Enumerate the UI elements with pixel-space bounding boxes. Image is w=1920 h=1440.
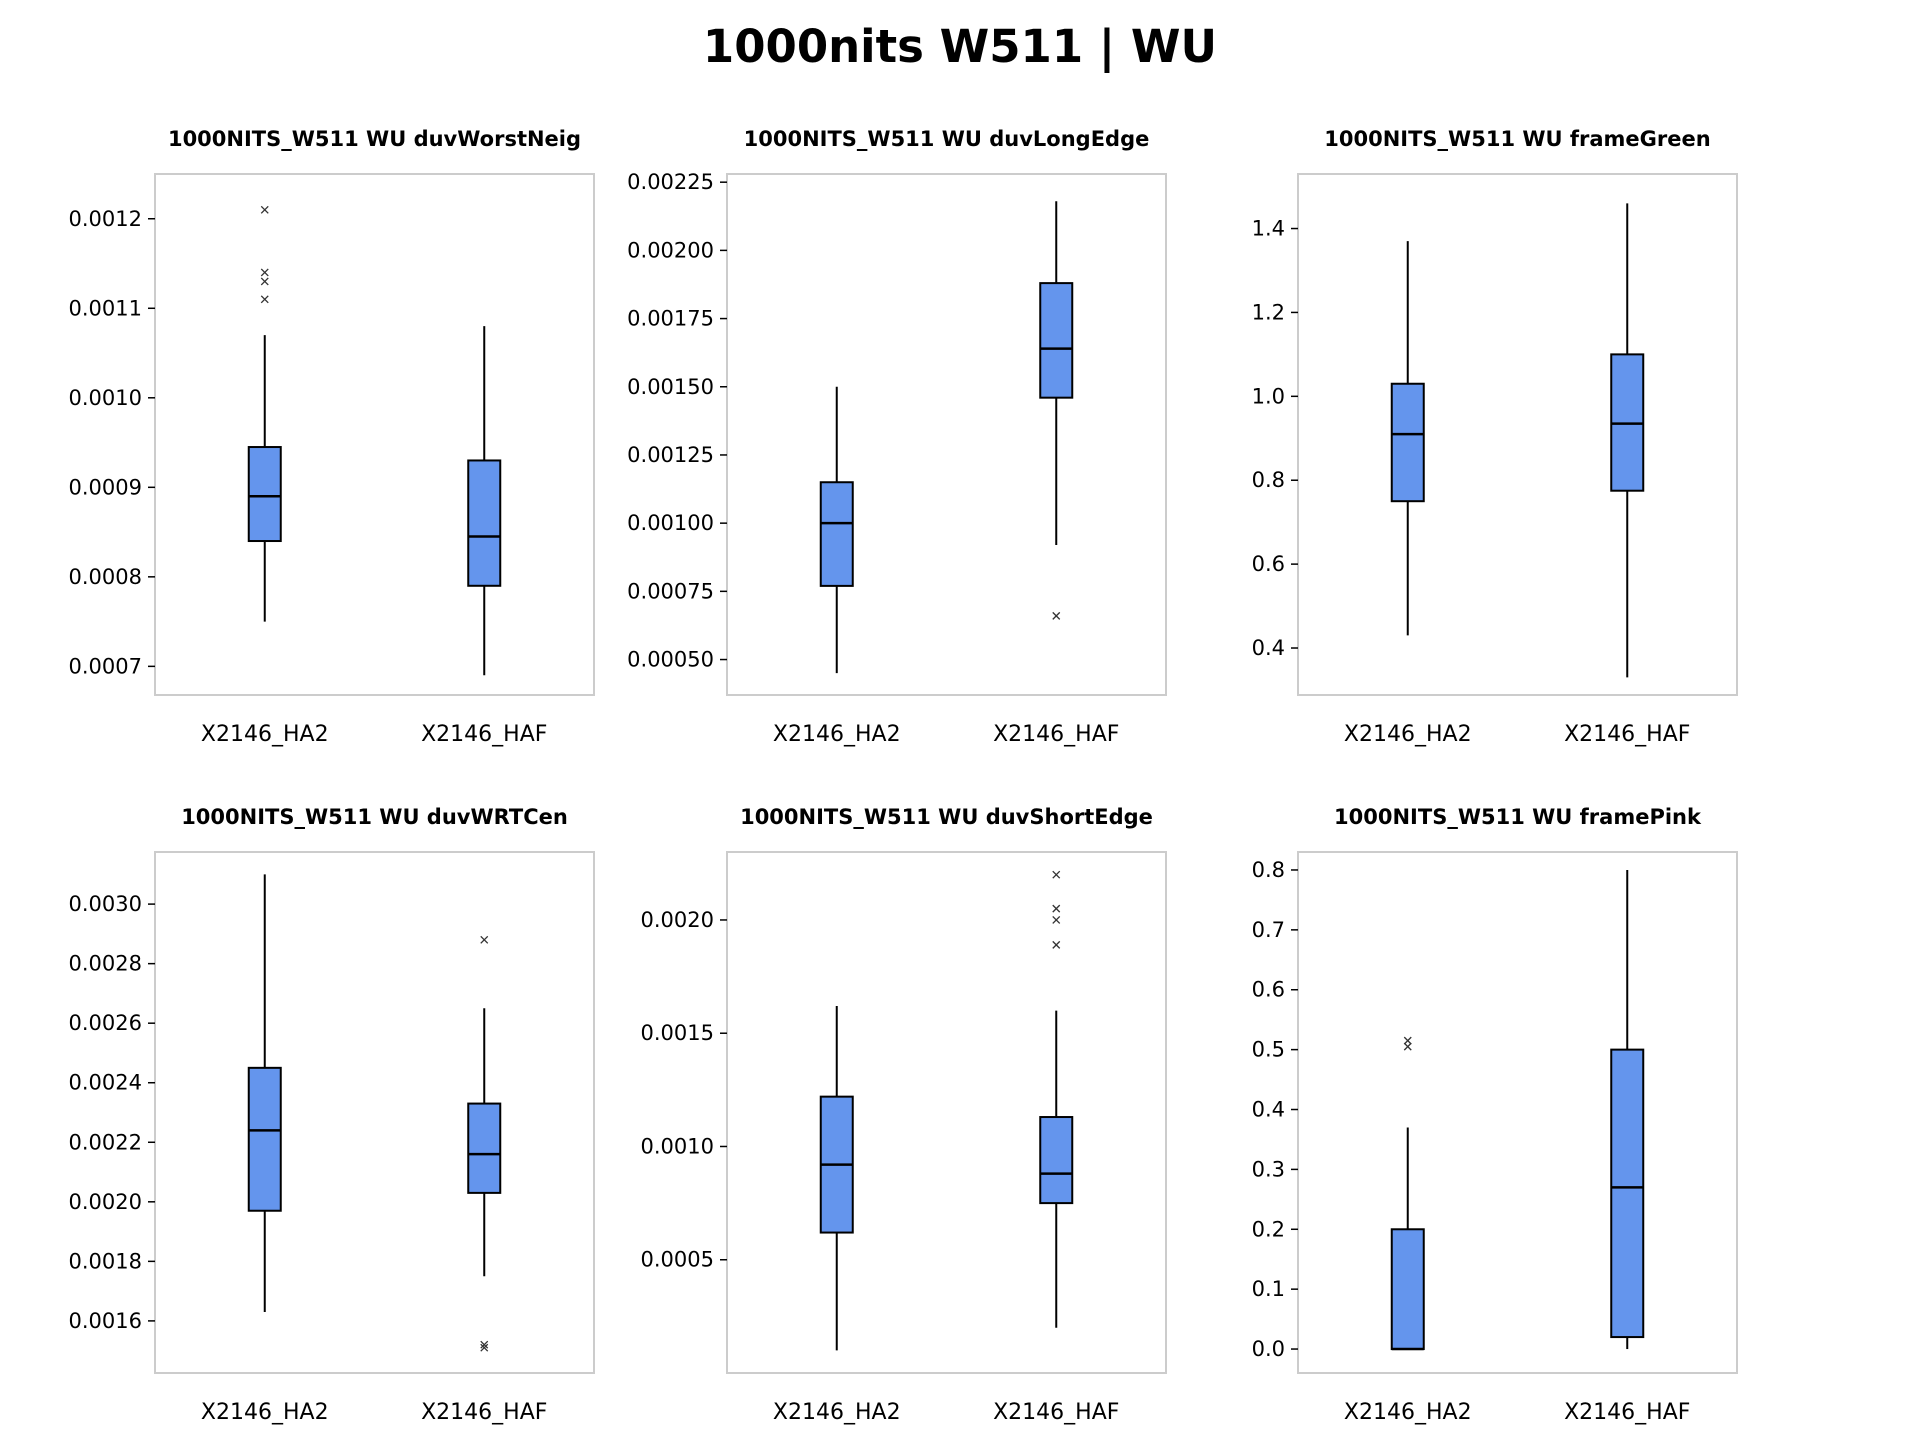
boxplot-panel-4: 1000NITS_W511 WU duvShortEdge 0.0005 0.001… [641,805,1167,1425]
iqr-box [1610,1048,1645,1339]
boxplot-panel-5: 1000NITS_W511 WU framePink 0.0 0.1 0.2 0.3 0.… [1252,805,1738,1425]
y-tick-label: 0.6 [1252,552,1285,576]
iqr-box [1039,282,1074,399]
iqr-box [467,459,502,587]
boxplot-panel-2: 1000NITS_W511 WU frameGreen 0.4 0.6 0.8 1.0 1… [1252,127,1738,747]
y-tick-label: 0.3 [1252,1157,1285,1181]
panel-title: 1000NITS_W511 WU framePink [1334,805,1702,829]
iqr-box [819,481,854,587]
y-tick-label: 0.0018 [69,1249,142,1273]
y-tick-label: 0.00075 [627,579,714,603]
y-tick-label: 0.0009 [69,475,142,499]
y-tick-label: 0.0007 [69,654,142,678]
figure-title: 1000nits W511 | WU [703,20,1217,73]
outlier-marker [1052,915,1061,924]
panel-title: 1000NITS_W511 WU duvLongEdge [744,127,1150,151]
y-tick-label: 0.4 [1252,636,1285,660]
x-category-label: X2146_HA2 [201,722,329,747]
x-category-label: X2146_HAF [421,1400,547,1425]
panel-title: 1000NITS_W511 WU duvWorstNeig [168,127,581,151]
plot-frame [726,173,1167,696]
outlier-marker [480,935,489,944]
y-tick-label: 0.00125 [627,443,714,467]
y-tick-label: 0.0005 [641,1248,714,1272]
outlier-marker [1052,904,1061,913]
x-category-label: X2146_HAF [993,1400,1119,1425]
boxplot-panel-0: 1000NITS_W511 WU duvWorstNeig 0.0007 0.000… [69,127,595,747]
outlier-marker [1052,611,1061,620]
y-tick-label: 0.00200 [627,238,714,262]
y-tick-label: 0.0020 [641,908,714,932]
outlier-marker [1052,870,1061,879]
y-tick-label: 0.0030 [69,892,142,916]
plot-frame [1297,173,1738,696]
outlier-marker [260,205,269,214]
y-tick-label: 0.7 [1252,918,1285,942]
y-tick-label: 0.0011 [69,296,142,320]
y-tick-label: 0.0024 [69,1071,142,1095]
y-tick-label: 0.00175 [627,307,714,331]
y-tick-label: 0.0008 [69,565,142,589]
panel-title: 1000NITS_W511 WU duvShortEdge [740,805,1153,829]
y-tick-label: 0.0022 [69,1130,142,1154]
y-tick-label: 0.00100 [627,511,714,535]
plot-frame [154,173,595,696]
y-tick-label: 0.1 [1252,1277,1285,1301]
y-tick-label: 0.00050 [627,648,714,672]
iqr-box [1039,1116,1074,1205]
x-category-label: X2146_HAF [1564,722,1690,747]
iqr-box [247,1066,282,1212]
y-tick-label: 0.2 [1252,1217,1285,1241]
outlier-marker [1403,1042,1412,1051]
iqr-box [247,446,282,543]
y-tick-label: 0.0028 [69,952,142,976]
outlier-marker [260,295,269,304]
y-tick-label: 0.00225 [627,170,714,194]
y-tick-label: 1.2 [1252,300,1285,324]
x-category-label: X2146_HA2 [201,1400,329,1425]
x-category-label: X2146_HA2 [1344,1400,1472,1425]
y-tick-label: 0.0010 [69,386,142,410]
plot-frame [726,851,1167,1374]
outlier-marker [1403,1036,1412,1045]
x-category-label: X2146_HA2 [773,722,901,747]
x-category-label: X2146_HAF [1564,1400,1690,1425]
y-tick-label: 0.0016 [69,1309,142,1333]
plot-frame [1297,851,1738,1374]
y-tick-label: 1.0 [1252,384,1285,408]
y-tick-label: 1.4 [1252,217,1285,241]
x-category-label: X2146_HAF [993,722,1119,747]
panel-title: 1000NITS_W511 WU frameGreen [1324,127,1710,151]
outlier-marker [480,1343,489,1352]
x-category-label: X2146_HAF [421,722,547,747]
y-tick-label: 0.00150 [627,375,714,399]
y-tick-label: 0.6 [1252,978,1285,1002]
y-tick-label: 0.4 [1252,1098,1285,1122]
y-tick-label: 0.0012 [69,207,142,231]
y-tick-label: 0.0026 [69,1011,142,1035]
iqr-box [467,1102,502,1194]
y-tick-label: 0.8 [1252,468,1285,492]
panel-title: 1000NITS_W511 WU duvWRTCen [181,805,568,829]
boxplot-panel-1: 1000NITS_W511 WU duvLongEdge 0.00050 0.000… [627,127,1167,747]
outlier-marker [480,1340,489,1349]
y-tick-label: 0.0010 [641,1134,714,1158]
y-tick-label: 0.8 [1252,858,1285,882]
y-tick-label: 0.5 [1252,1038,1285,1062]
iqr-box [1390,382,1425,503]
outlier-marker [1052,940,1061,949]
x-category-label: X2146_HA2 [1344,722,1472,747]
boxplot-panel-3: 1000NITS_W511 WU duvWRTCen 0.0016 0.0018 0.… [69,805,595,1425]
outlier-marker [260,277,269,286]
y-tick-label: 0.0 [1252,1337,1285,1361]
plot-frame [154,851,595,1374]
y-tick-label: 0.0015 [641,1021,714,1045]
outlier-marker [260,268,269,277]
y-tick-label: 0.0020 [69,1190,142,1214]
iqr-box [1390,1228,1425,1351]
x-category-label: X2146_HA2 [773,1400,901,1425]
